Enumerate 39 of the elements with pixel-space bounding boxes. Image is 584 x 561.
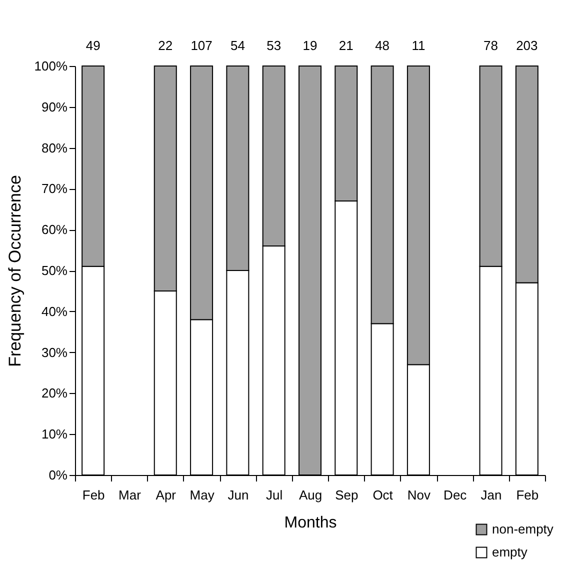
x-tick-label: Oct	[372, 488, 394, 502]
x-tick-label: Jan	[480, 488, 502, 502]
x-tick-label: Feb	[516, 488, 539, 502]
y-tick-label: 90%	[41, 99, 68, 114]
text: 19	[302, 38, 318, 53]
legend-label: empty	[492, 544, 528, 560]
y-tick-label: 80%	[41, 140, 68, 156]
text: 203	[516, 38, 538, 53]
legend-label: non-empty	[492, 522, 554, 536]
y-tick-label: 20%	[41, 386, 68, 401]
y-tick-label: 60%	[41, 222, 68, 238]
x-tick-label: Mar	[118, 488, 142, 502]
y-tick-label: 50%	[41, 263, 68, 278]
y-tick-label: 70%	[41, 181, 68, 196]
text: 53	[266, 38, 282, 53]
text: 21	[338, 38, 354, 53]
x-tick-label: Apr	[156, 488, 177, 502]
x-axis-title: Months	[284, 514, 337, 532]
y-tick-label: 40%	[41, 304, 68, 319]
x-tick-label: Dec	[444, 488, 468, 502]
x-tick-label: Jun	[228, 488, 249, 502]
y-tick-label: 30%	[41, 344, 68, 360]
x-tick-label: Nov	[407, 488, 432, 502]
text: 11	[412, 38, 426, 53]
text: 49	[86, 38, 100, 53]
text: 107	[190, 38, 212, 53]
y-tick-label: 0%	[48, 468, 68, 482]
x-tick-label: Feb	[82, 488, 105, 502]
text: 48	[375, 38, 390, 53]
text: 54	[230, 38, 245, 53]
y-axis-title: Frequency of Occurrence	[5, 175, 24, 367]
x-tick-label: Sep	[335, 488, 358, 502]
x-tick-label: May	[190, 488, 215, 502]
text: 78	[484, 38, 498, 53]
text: 22	[158, 38, 173, 53]
x-tick-label: Jul	[266, 488, 283, 502]
y-tick-label: 100%	[34, 58, 68, 74]
y-tick-label: 10%	[41, 426, 68, 442]
x-tick-label: Aug	[298, 488, 322, 502]
